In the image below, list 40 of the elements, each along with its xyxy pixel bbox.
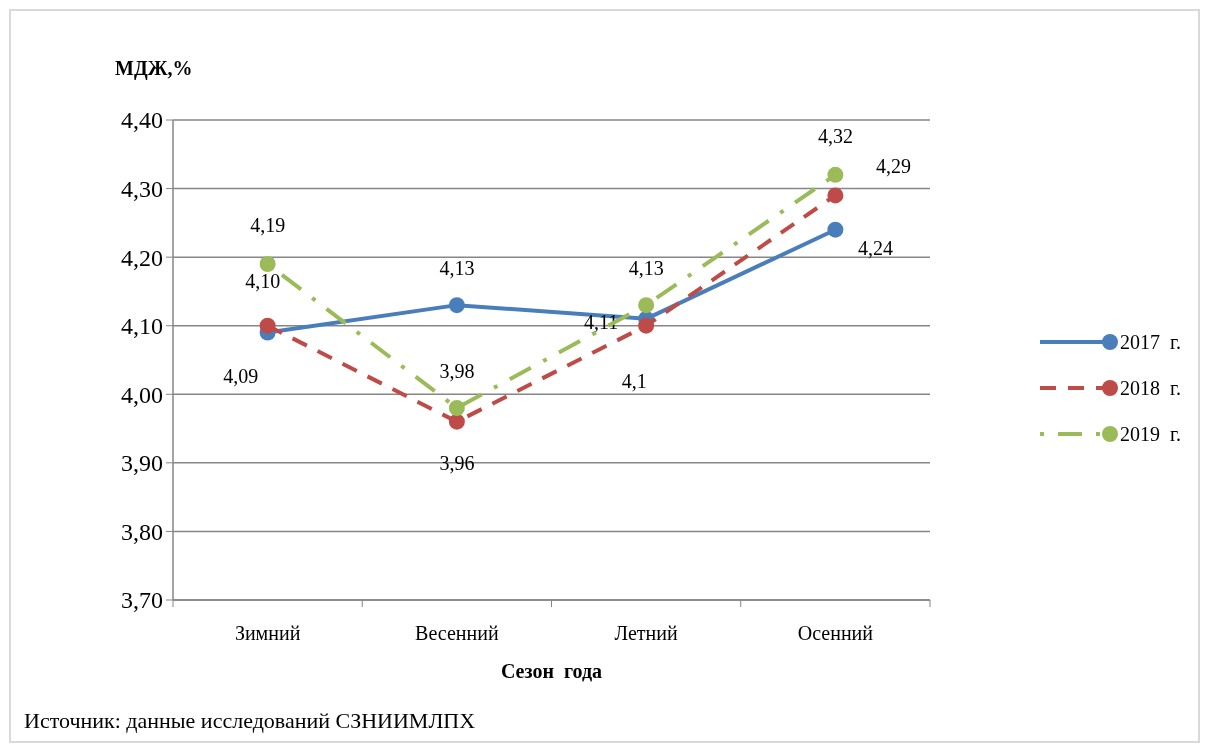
data-label: 4,10 [245,269,281,292]
point [638,297,655,314]
data-label: 4,29 [875,155,911,178]
data-label: 4,13 [628,257,664,280]
point [448,413,465,430]
point [827,166,844,183]
text: Источник: данные исследований СЗНИИМЛПХ [24,708,476,733]
x-tick-label: Осенний [797,622,874,644]
y-tick-label: 4,30 [121,175,163,202]
y-tick-label: 3,70 [121,587,163,614]
point [638,317,655,334]
data-label: 4,19 [250,214,286,236]
point [448,400,465,416]
legend-label: 2018 г. [1120,377,1181,399]
data-label: 4,1 [621,369,647,392]
y-tick-label: 3,90 [121,450,163,477]
legend-label: 2019 г. [1120,423,1181,445]
data-label: 4,32 [817,124,853,147]
data-label: 3,98 [439,360,475,382]
data-label: 4,24 [857,236,893,259]
point [827,187,844,204]
point [448,297,465,314]
x-tick-label: Зимний [234,622,301,644]
data-label: 4,09 [223,364,259,387]
y-tick-label: 4,40 [121,107,163,134]
y-tick-label: 4,20 [121,244,163,271]
y-tick-label: 4,10 [121,313,163,340]
point [827,221,844,238]
data-label: 4,11 [583,310,619,333]
data-label: 3,96 [439,451,475,474]
legend-label: 2017 г. [1120,331,1181,353]
y-axis-title: МДЖ,% [115,57,193,80]
y-tick-label: 4,00 [121,381,163,408]
x-axis-title: Сезон года [500,660,603,682]
y-tick-label: 3,80 [121,518,163,545]
x-tick-label: Весенний [415,622,499,644]
point [259,256,276,272]
data-label: 4,13 [439,257,475,280]
x-tick-label: Летний [614,622,678,644]
point [259,317,276,334]
